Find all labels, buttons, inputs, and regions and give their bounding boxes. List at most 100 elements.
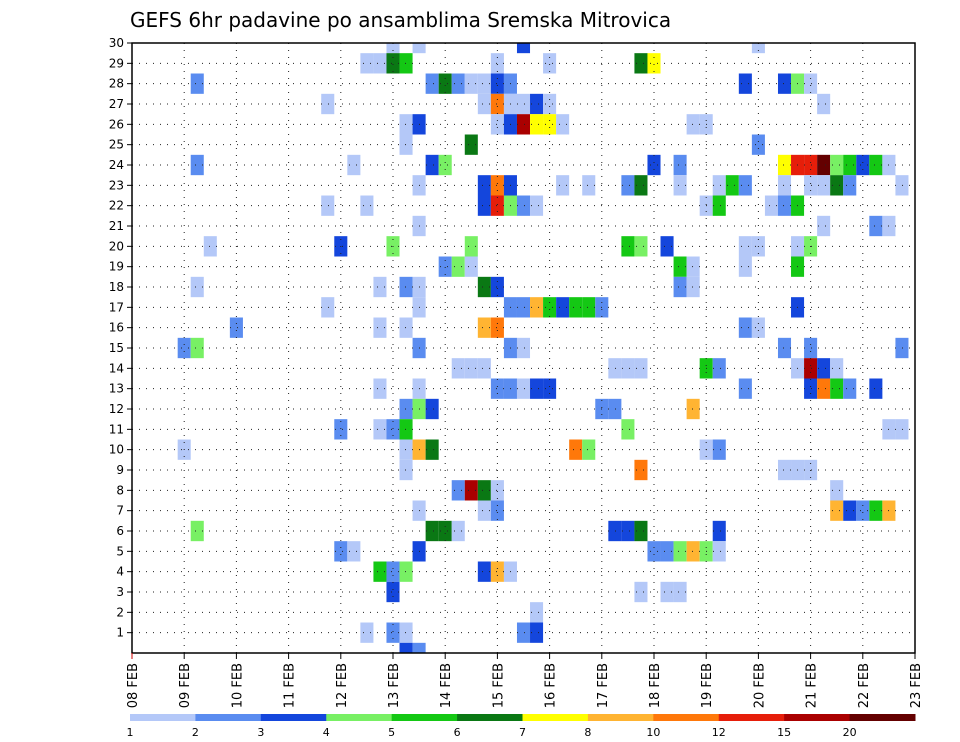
x-tick-label: 13 FEB <box>387 663 402 708</box>
heatmap-cell <box>777 195 792 216</box>
heatmap-cell <box>712 520 726 542</box>
heatmap-cell <box>516 114 531 135</box>
heatmap-cell <box>777 154 792 176</box>
heatmap-cell <box>686 276 700 298</box>
heatmap-cell <box>530 114 544 135</box>
heatmap-cell <box>673 581 687 603</box>
y-tick-label: 2 <box>116 605 124 619</box>
heatmap-cell <box>490 378 504 399</box>
heatmap-cell <box>490 561 504 582</box>
heatmap-cell <box>438 256 452 277</box>
heatmap-cell <box>516 93 531 115</box>
heatmap-cell <box>686 541 700 562</box>
heatmap-cells <box>177 43 909 653</box>
heatmap-cell <box>530 93 544 115</box>
colorbar-label: 12 <box>712 726 726 739</box>
heatmap-cell <box>229 317 243 338</box>
x-tick-label: 14 FEB <box>439 663 454 708</box>
y-tick-label: 21 <box>109 219 124 233</box>
colorbar: 1 2 3 4 5 6 7 8 10 12 15 20 <box>127 714 916 739</box>
heatmap-cell <box>399 134 413 155</box>
heatmap-cell <box>673 154 687 176</box>
colorbar-swatch <box>784 714 851 721</box>
heatmap-cell <box>516 378 531 399</box>
heatmap-cell <box>477 480 491 501</box>
y-tick-label: 18 <box>109 280 124 294</box>
heatmap-cell <box>843 154 857 176</box>
heatmap-cell <box>321 297 335 318</box>
y-tick-label: 25 <box>109 138 124 152</box>
heatmap-cell <box>425 439 439 460</box>
colorbar-swatch <box>849 714 916 721</box>
heatmap-cell <box>856 154 870 176</box>
heatmap-cell <box>712 175 726 196</box>
heatmap-cell <box>712 358 726 379</box>
y-tick-label: 27 <box>109 97 124 111</box>
heatmap-cell <box>464 480 478 501</box>
heatmap-cell <box>817 378 831 399</box>
heatmap-cell <box>608 358 622 379</box>
heatmap-cell <box>490 93 504 115</box>
heatmap-cell <box>543 93 557 115</box>
heatmap-cell <box>843 175 857 196</box>
heatmap-cell <box>530 602 544 623</box>
heatmap-cell <box>582 175 596 196</box>
heatmap-cell <box>477 73 491 94</box>
heatmap-cell <box>451 73 465 94</box>
heatmap-cell <box>608 520 622 542</box>
heatmap-cell <box>334 419 348 440</box>
heatmap-cell <box>869 500 883 521</box>
heatmap-cell <box>490 480 504 501</box>
y-tick-label: 4 <box>116 565 124 579</box>
x-tick-label: 09 FEB <box>178 663 193 708</box>
heatmap-cell <box>386 581 400 603</box>
y-tick-label: 26 <box>109 117 124 131</box>
y-tick-label: 1 <box>116 626 124 640</box>
heatmap-cell <box>777 337 792 359</box>
heatmap-cell <box>817 215 831 237</box>
x-tick-label: 08 FEB <box>126 663 141 708</box>
heatmap-cell <box>751 134 765 155</box>
x-tick-label: 20 FEB <box>752 663 767 708</box>
heatmap-cell <box>634 581 648 603</box>
colorbar-swatch <box>391 714 458 721</box>
heatmap-cell <box>673 541 687 562</box>
y-tick-label: 3 <box>116 585 124 599</box>
colorbar-label: 5 <box>388 726 395 739</box>
heatmap-cell <box>399 398 413 420</box>
heatmap-cell <box>869 215 883 237</box>
heatmap-cell <box>712 439 726 460</box>
y-tick-label: 22 <box>109 199 124 213</box>
heatmap-cell <box>686 398 700 420</box>
heatmap-cell <box>464 358 478 379</box>
heatmap-cell <box>386 43 400 54</box>
heatmap-cell <box>412 43 426 54</box>
y-tick-label: 28 <box>109 77 124 91</box>
y-tick-label: 19 <box>109 260 124 274</box>
heatmap-cell <box>490 53 504 74</box>
heatmap-cell <box>843 500 857 521</box>
heatmap-cell <box>190 73 204 94</box>
heatmap-cell <box>477 317 491 338</box>
heatmap-cell <box>425 398 439 420</box>
x-tick-label: 16 FEB <box>544 663 559 708</box>
colorbar-label: 7 <box>519 726 526 739</box>
x-tick-label: 18 FEB <box>648 663 663 708</box>
heatmap-cell <box>516 195 531 216</box>
heatmap-cell <box>738 73 752 94</box>
heatmap-cell <box>634 53 648 74</box>
heatmap-cell <box>438 154 452 176</box>
colorbar-swatch <box>653 714 720 721</box>
heatmap-cell <box>817 154 831 176</box>
heatmap-cell <box>425 520 439 542</box>
heatmap-cell <box>373 276 387 298</box>
heatmap-cell <box>373 561 387 582</box>
colorbar-swatch <box>195 714 262 721</box>
colorbar-swatch <box>718 714 785 721</box>
colorbar-label: 3 <box>257 726 264 739</box>
x-tick-label: 11 FEB <box>283 663 298 708</box>
heatmap-cell <box>869 154 883 176</box>
heatmap-cell <box>516 297 531 318</box>
x-tick-label: 17 FEB <box>596 663 611 708</box>
